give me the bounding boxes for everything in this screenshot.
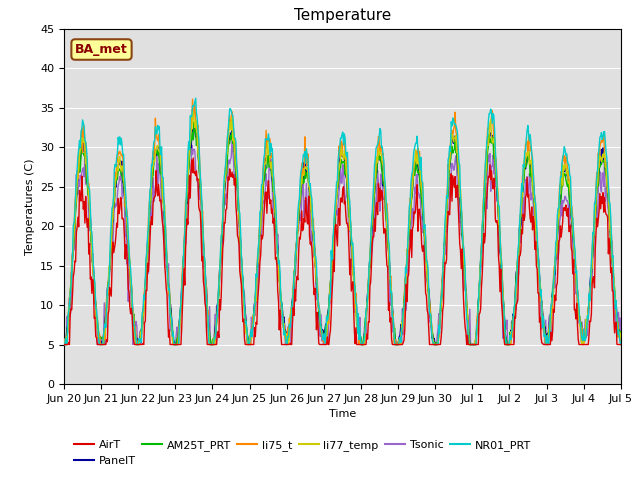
AM25T_PRT bbox=[215, 291, 223, 297]
li75_t bbox=[184, 170, 192, 176]
AirT bbox=[189, 155, 197, 161]
Tsonic bbox=[617, 329, 625, 335]
AM25T_PRT bbox=[412, 165, 419, 171]
Tsonic bbox=[411, 184, 419, 190]
Title: Temperature: Temperature bbox=[294, 9, 391, 24]
Tsonic bbox=[214, 318, 221, 324]
AM25T_PRT bbox=[190, 120, 198, 125]
li77_temp bbox=[617, 335, 625, 341]
AM25T_PRT bbox=[128, 301, 136, 307]
Line: AirT: AirT bbox=[64, 158, 621, 345]
Text: BA_met: BA_met bbox=[75, 43, 128, 56]
PanelT bbox=[617, 334, 625, 340]
PanelT bbox=[60, 335, 68, 341]
AirT bbox=[428, 342, 435, 348]
li77_temp bbox=[127, 288, 135, 294]
li75_t bbox=[411, 158, 419, 164]
PanelT bbox=[185, 164, 193, 170]
NR01_PRT bbox=[70, 220, 78, 226]
X-axis label: Time: Time bbox=[329, 409, 356, 419]
PanelT bbox=[215, 284, 223, 289]
li77_temp bbox=[428, 321, 435, 327]
Line: NR01_PRT: NR01_PRT bbox=[64, 98, 621, 345]
Line: li77_temp: li77_temp bbox=[64, 112, 621, 345]
PanelT bbox=[190, 121, 198, 127]
li77_temp bbox=[70, 225, 78, 231]
NR01_PRT bbox=[192, 95, 200, 101]
NR01_PRT bbox=[184, 150, 192, 156]
AirT bbox=[411, 211, 419, 216]
PanelT bbox=[428, 335, 436, 341]
Legend: AirT, PanelT, AM25T_PRT, li75_t, li77_temp, Tsonic, NR01_PRT: AirT, PanelT, AM25T_PRT, li75_t, li77_te… bbox=[70, 436, 535, 470]
NR01_PRT bbox=[411, 144, 419, 150]
Line: li75_t: li75_t bbox=[64, 99, 621, 345]
NR01_PRT bbox=[127, 281, 135, 287]
li75_t bbox=[428, 317, 435, 323]
li75_t bbox=[214, 296, 222, 302]
NR01_PRT bbox=[428, 314, 435, 320]
li75_t bbox=[617, 335, 625, 340]
Y-axis label: Temperatures (C): Temperatures (C) bbox=[24, 158, 35, 255]
AM25T_PRT bbox=[71, 225, 79, 230]
AirT bbox=[127, 305, 135, 311]
Tsonic bbox=[184, 190, 192, 196]
Tsonic bbox=[60, 342, 68, 348]
li75_t bbox=[189, 96, 196, 102]
li75_t bbox=[127, 281, 135, 287]
NR01_PRT bbox=[60, 342, 68, 348]
Line: AM25T_PRT: AM25T_PRT bbox=[64, 122, 621, 345]
li77_temp bbox=[60, 342, 68, 348]
Tsonic bbox=[70, 247, 78, 253]
AM25T_PRT bbox=[63, 342, 70, 348]
Line: PanelT: PanelT bbox=[64, 124, 621, 345]
AirT bbox=[70, 269, 78, 275]
AirT bbox=[214, 329, 222, 335]
li77_temp bbox=[411, 160, 419, 166]
AirT bbox=[60, 342, 68, 348]
li77_temp bbox=[184, 174, 192, 180]
li75_t bbox=[70, 229, 78, 235]
PanelT bbox=[128, 296, 136, 302]
AM25T_PRT bbox=[428, 328, 436, 334]
AM25T_PRT bbox=[617, 329, 625, 335]
AM25T_PRT bbox=[185, 168, 193, 174]
Tsonic bbox=[228, 137, 236, 143]
NR01_PRT bbox=[617, 342, 625, 348]
NR01_PRT bbox=[214, 294, 222, 300]
Line: Tsonic: Tsonic bbox=[64, 140, 621, 345]
li77_temp bbox=[214, 306, 222, 312]
PanelT bbox=[412, 162, 419, 168]
PanelT bbox=[71, 216, 79, 222]
AM25T_PRT bbox=[60, 336, 68, 342]
AirT bbox=[184, 221, 192, 227]
li75_t bbox=[60, 342, 68, 348]
li77_temp bbox=[189, 109, 197, 115]
AirT bbox=[617, 342, 625, 348]
Tsonic bbox=[428, 319, 435, 325]
PanelT bbox=[61, 342, 69, 348]
Tsonic bbox=[127, 302, 135, 308]
